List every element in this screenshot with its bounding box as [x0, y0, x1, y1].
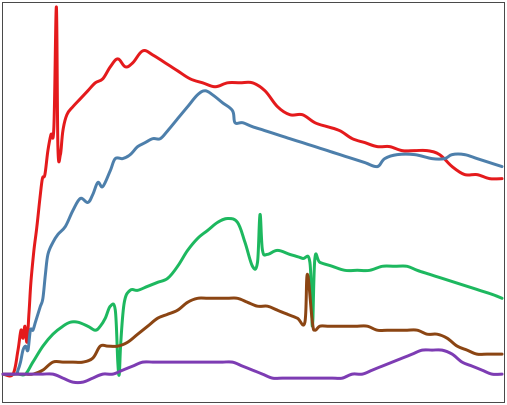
series-line-2	[1, 89, 504, 376]
series-line-1	[1, 5, 504, 378]
series-line-4	[1, 272, 504, 376]
series-line-5	[1, 348, 504, 385]
series-line-3	[1, 212, 504, 377]
series-layer	[1, 5, 504, 385]
